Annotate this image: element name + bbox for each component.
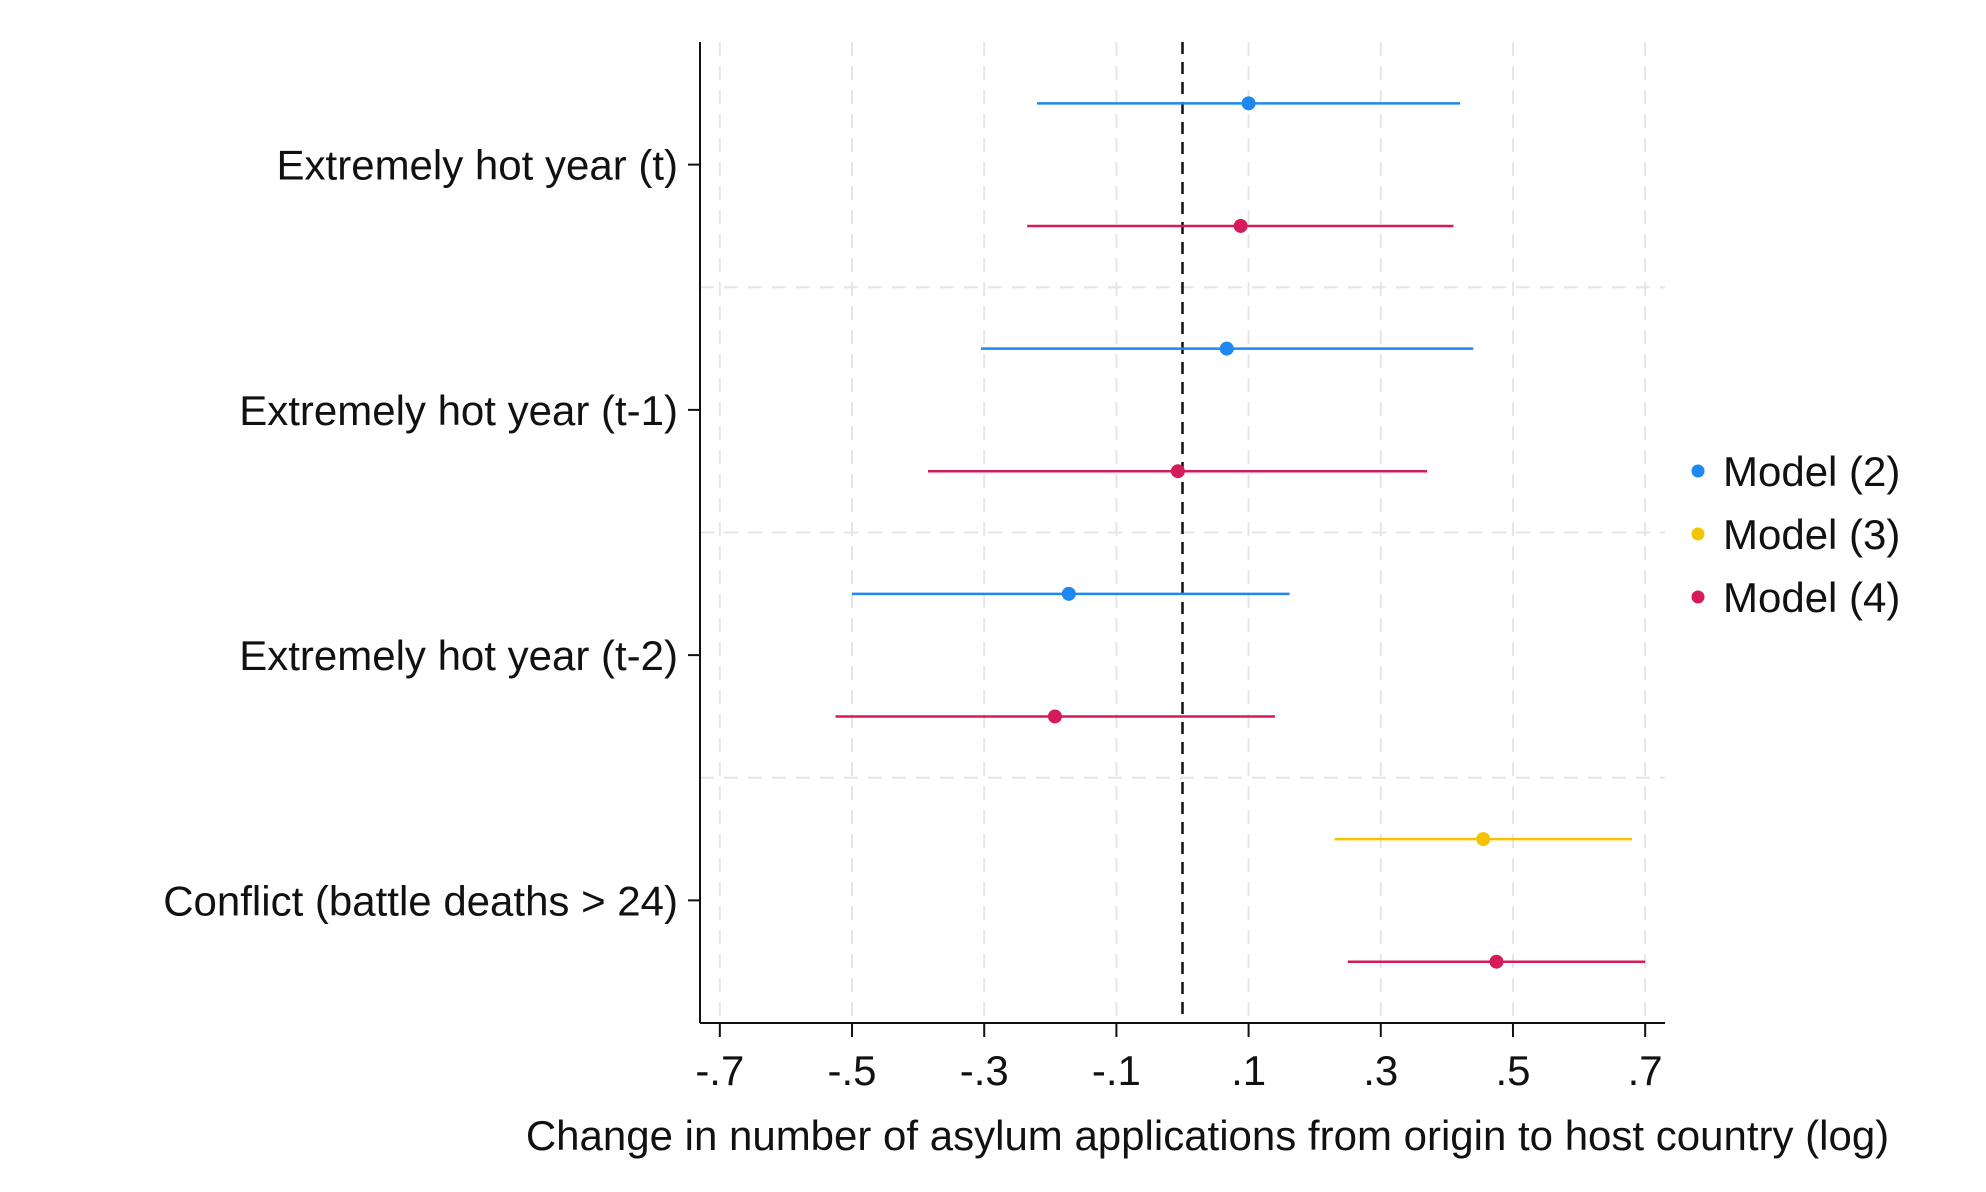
point-estimate	[1061, 586, 1076, 601]
point-estimate	[1047, 709, 1062, 724]
x-tick-label: .7	[1628, 1047, 1663, 1094]
x-tick-label: -.1	[1092, 1047, 1141, 1094]
legend-marker	[1691, 527, 1705, 541]
y-category-label: Extremely hot year (t-1)	[239, 387, 678, 434]
x-tick-label: .3	[1363, 1047, 1398, 1094]
legend-label: Model (3)	[1723, 511, 1900, 558]
y-category-label: Extremely hot year (t)	[277, 142, 678, 189]
y-category-label: Extremely hot year (t-2)	[239, 632, 678, 679]
x-tick-label: .5	[1495, 1047, 1530, 1094]
point-estimate	[1219, 341, 1234, 356]
point-estimates	[1047, 96, 1504, 969]
axes: -.7 -.5 -.3 -.1 .1 .3 .5 .7 Extremely hot year (…	[163, 42, 1665, 1094]
x-tick-label: -.7	[695, 1047, 744, 1094]
y-category-label: Conflict (battle deaths > 24)	[163, 877, 678, 924]
x-tick-label: -.5	[828, 1047, 877, 1094]
legend: Model (2) Model (3) Model (4)	[1691, 448, 1900, 621]
point-estimate	[1476, 832, 1491, 847]
legend-label: Model (2)	[1723, 448, 1900, 495]
x-tick-label: .1	[1231, 1047, 1266, 1094]
point-estimate	[1241, 96, 1256, 111]
point-estimate	[1489, 954, 1504, 969]
x-tick-label: -.3	[960, 1047, 1009, 1094]
point-estimate	[1170, 464, 1185, 479]
legend-marker	[1691, 464, 1705, 478]
legend-marker	[1691, 590, 1705, 604]
legend-label: Model (4)	[1723, 574, 1900, 621]
point-estimate	[1233, 218, 1248, 233]
x-axis-title: Change in number of asylum applications …	[526, 1112, 1889, 1159]
